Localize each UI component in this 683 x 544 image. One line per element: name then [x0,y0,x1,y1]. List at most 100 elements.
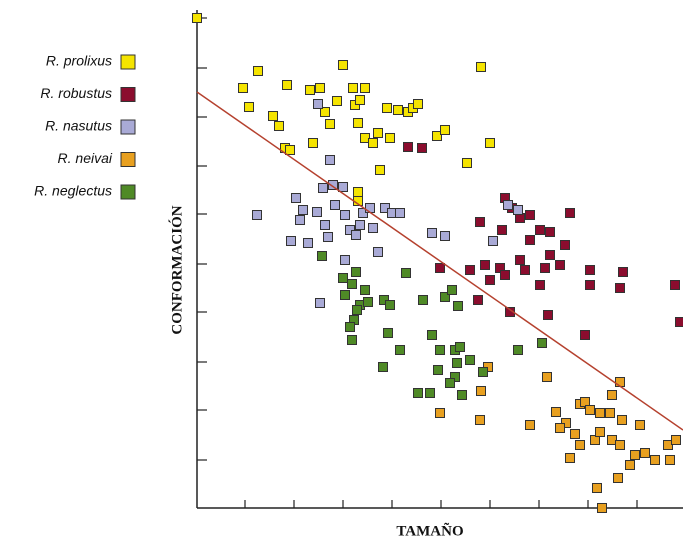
point [617,415,627,425]
point [465,265,475,275]
point [347,279,357,289]
point [440,231,450,241]
point [537,338,547,348]
point [476,62,486,72]
point [417,143,427,153]
point [545,250,555,260]
point [565,208,575,218]
point [618,267,628,277]
point [328,180,338,190]
point [457,390,467,400]
point [382,103,392,113]
point [285,145,295,155]
point [332,96,342,106]
point [555,423,565,433]
point [351,230,361,240]
point [401,268,411,278]
point [282,80,292,90]
point [540,263,550,273]
point [315,298,325,308]
point [630,450,640,460]
point [613,473,623,483]
legend-label: R. prolixus [46,53,112,69]
point [360,285,370,295]
point [465,355,475,365]
point [363,297,373,307]
point [352,305,362,315]
point [348,83,358,93]
point [385,300,395,310]
point [475,415,485,425]
point [323,232,333,242]
legend-swatch [120,54,136,70]
point [650,455,660,465]
legend-label: R. robustus [40,85,112,101]
point [513,345,523,355]
point [325,119,335,129]
legend-label: R. neglectus [34,183,112,199]
point [435,263,445,273]
point [520,265,530,275]
point [455,342,465,352]
point [353,187,363,197]
point [555,260,565,270]
point [313,99,323,109]
trend-line [196,91,683,431]
point [403,142,413,152]
point [291,193,301,203]
point [373,247,383,257]
point [318,183,328,193]
point [671,435,681,445]
point [320,220,330,230]
point [385,133,395,143]
point [585,405,595,415]
point [338,182,348,192]
point [478,367,488,377]
legend-swatch [120,152,136,167]
point [315,83,325,93]
point [320,107,330,117]
point [383,328,393,338]
point [295,215,305,225]
point [605,408,615,418]
point [551,407,561,417]
point [427,228,437,238]
point [665,455,675,465]
point [675,317,683,327]
point [585,280,595,290]
point [440,292,450,302]
point [503,200,513,210]
point [340,290,350,300]
point [595,427,605,437]
point [274,121,284,131]
point [476,386,486,396]
point [515,255,525,265]
point [355,95,365,105]
point [453,301,463,311]
point [435,345,445,355]
point [565,453,575,463]
point [473,295,483,305]
point [488,236,498,246]
point [615,440,625,450]
point [615,377,625,387]
point [395,208,405,218]
point [427,330,437,340]
point [497,225,507,235]
point [355,220,365,230]
point [353,118,363,128]
point [268,111,278,121]
point [368,223,378,233]
point [298,205,308,215]
point [325,155,335,165]
point [340,255,350,265]
legend-swatch [120,87,136,102]
point [485,275,495,285]
point [525,235,535,245]
point [347,335,357,345]
point [575,440,585,450]
point [305,85,315,95]
point [360,83,370,93]
point [303,238,313,248]
point [433,365,443,375]
